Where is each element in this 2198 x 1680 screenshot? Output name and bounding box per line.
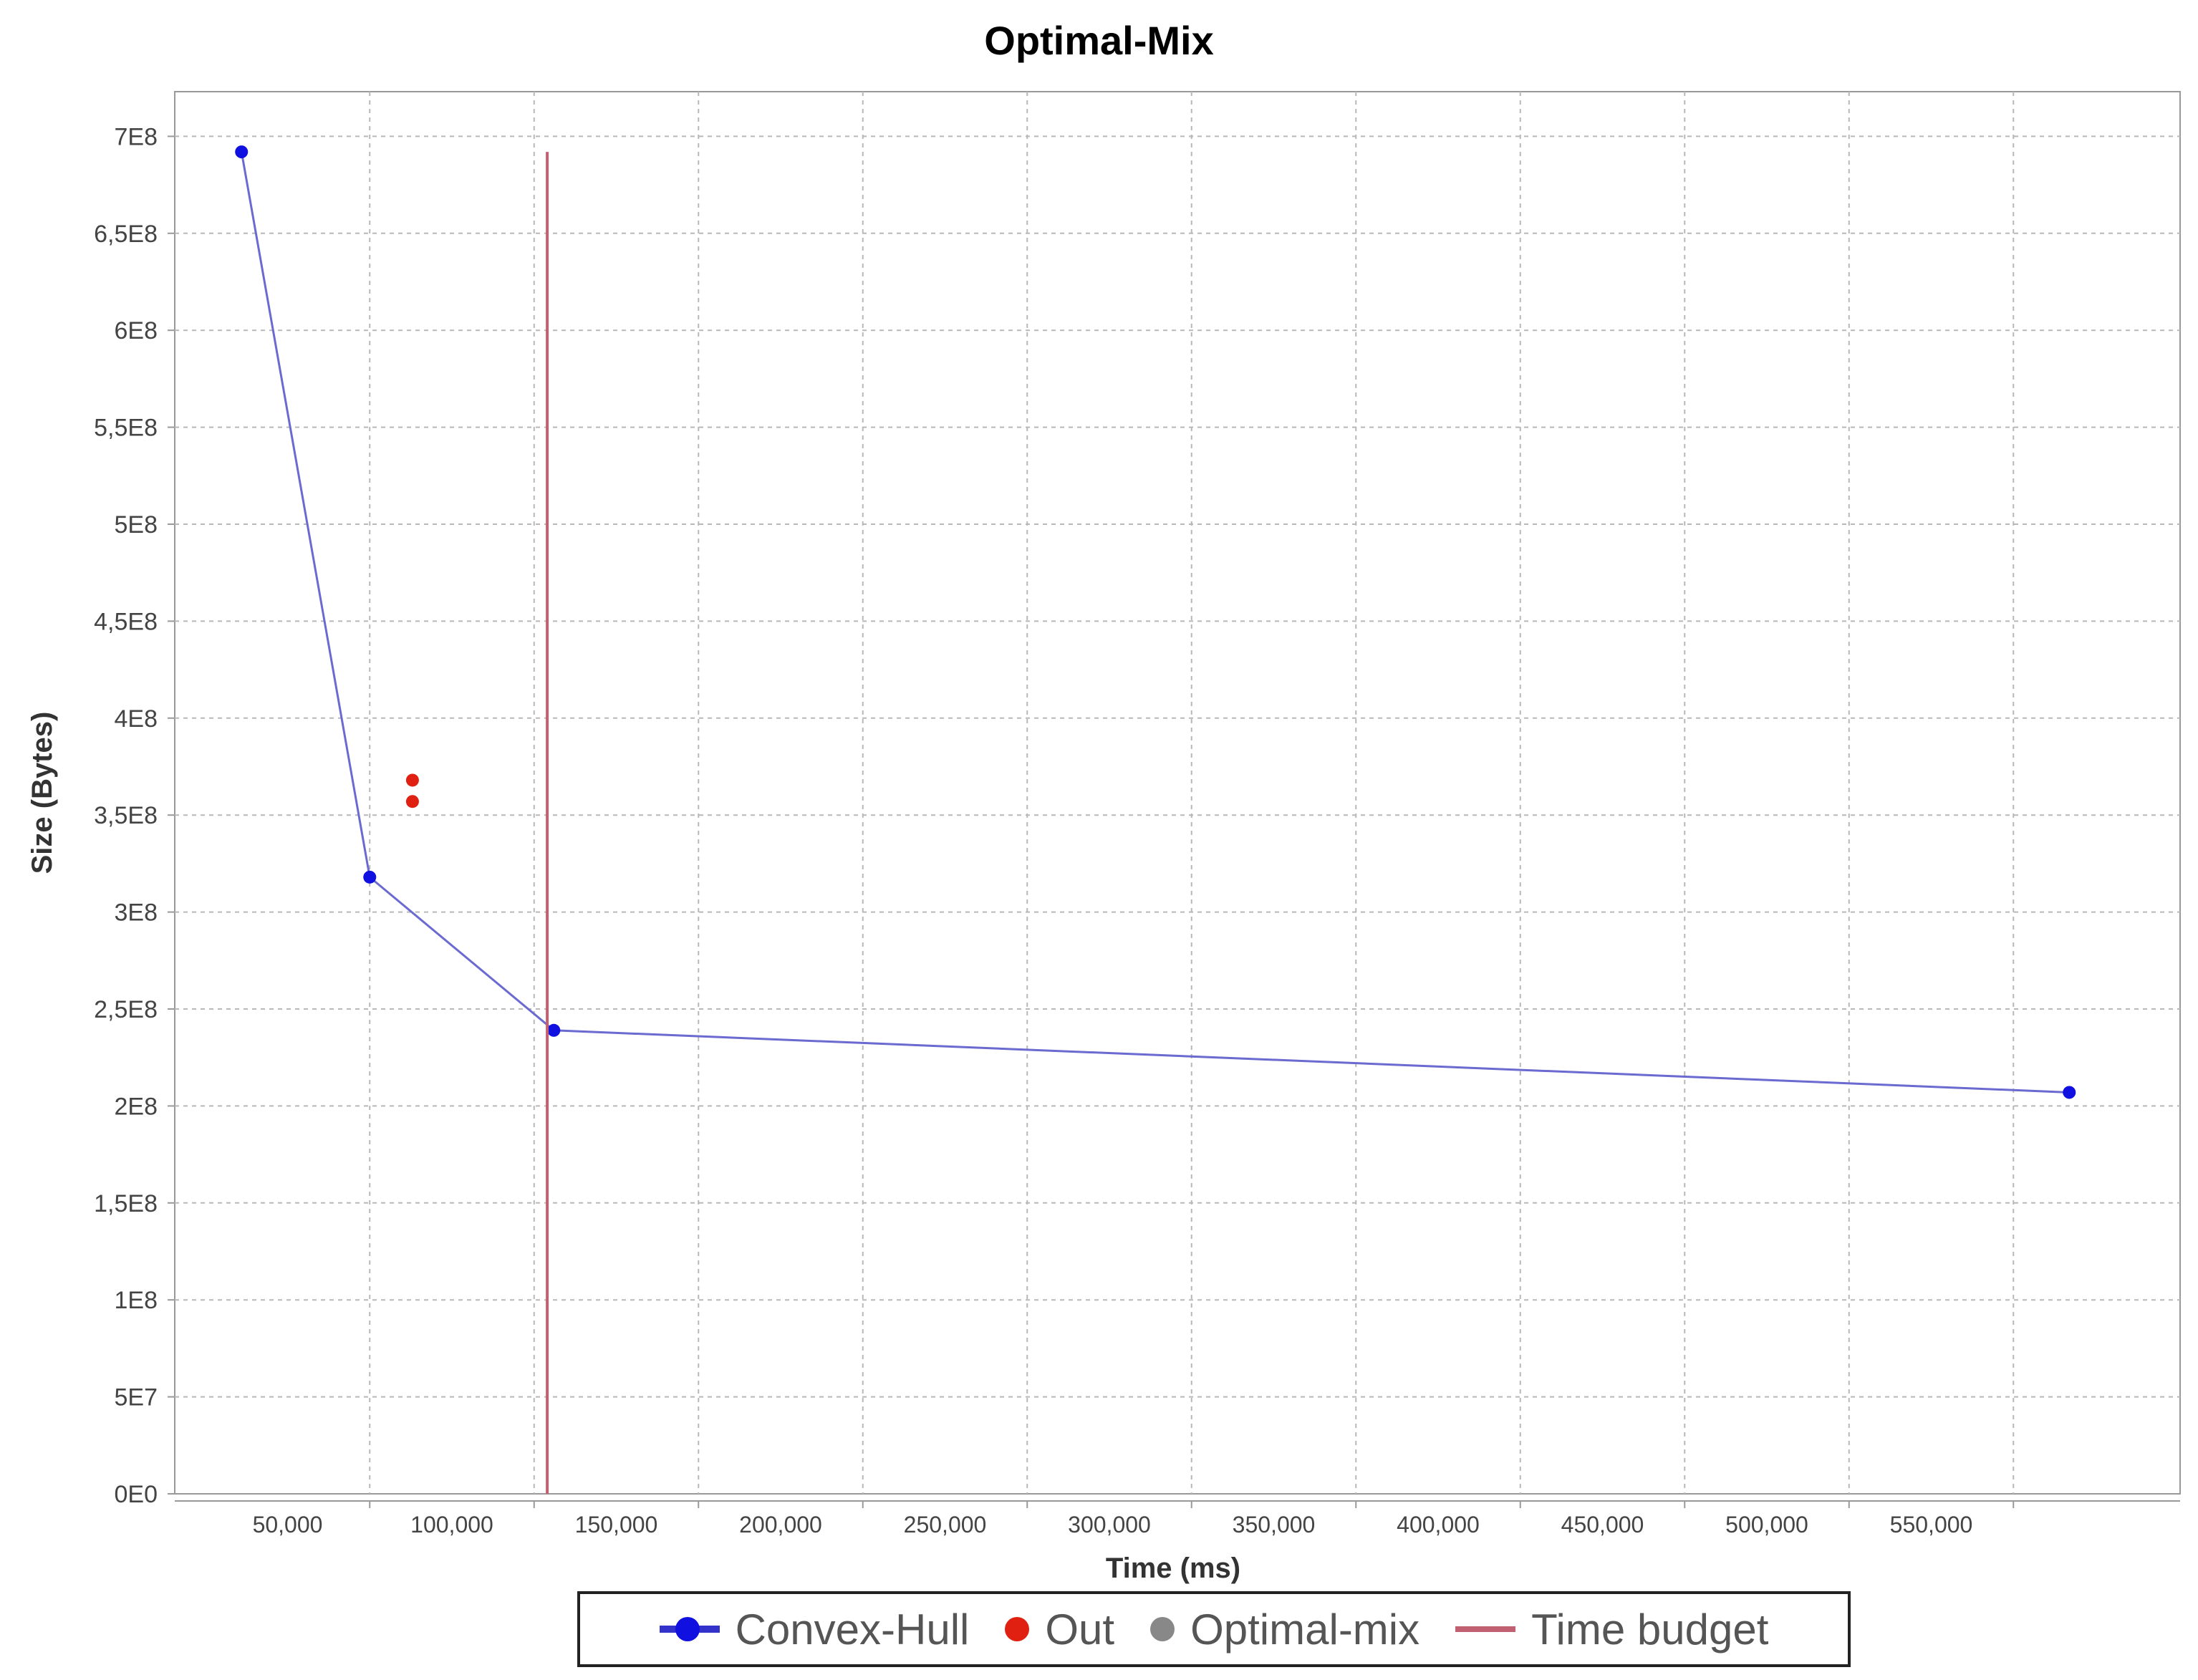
y-tick-label: 5,5E8 [94,415,158,442]
y-tick-label: 4,5E8 [94,608,158,635]
x-tick-label: 150,000 [575,1512,658,1537]
legend-label-time-budget: Time budget [1531,1605,1769,1654]
legend: Convex-Hull Out Optimal-mix Time budget [577,1591,1851,1667]
data-point-out [405,795,419,808]
data-point-convex-hull [547,1023,561,1037]
x-tick-label: 350,000 [1233,1512,1316,1537]
legend-item-time-budget: Time budget [1455,1605,1768,1654]
data-point-convex-hull [235,145,249,159]
x-tick-label: 250,000 [904,1512,987,1537]
y-tick-label: 4E8 [115,705,158,733]
legend-item-out: Out [1005,1605,1114,1654]
x-tick-label: 450,000 [1561,1512,1644,1537]
legend-swatch-time-budget [1455,1626,1516,1632]
plot-area-border [174,91,2181,1495]
data-point-out [405,773,419,787]
series-line-convex-hull [240,151,2070,1094]
x-tick-label: 300,000 [1068,1512,1151,1537]
legend-label-convex-hull: Convex-Hull [735,1605,970,1654]
y-tick-label: 5E7 [115,1384,158,1411]
data-point-convex-hull [363,870,377,884]
axes: 50,000 100,000 150,000 200,000 250,000 300,00… [94,123,2180,1537]
y-tick-label: 2,5E8 [94,996,158,1023]
x-tick-label: 500,000 [1725,1512,1808,1537]
y-tick-label: 1,5E8 [94,1190,158,1217]
legend-label-optimal-mix: Optimal-mix [1190,1605,1420,1654]
data-point-convex-hull [2063,1086,2076,1099]
y-tick-label: 6E8 [115,317,158,344]
y-tick-label: 5E8 [115,511,158,539]
x-tick-label: 200,000 [739,1512,822,1537]
grid-lines [175,92,2180,1494]
legend-item-convex-hull: Convex-Hull [659,1605,970,1654]
y-tick-label: 2E8 [115,1093,158,1120]
x-axis-label: Time (ms) [1106,1553,1240,1584]
legend-swatch-convex-hull [659,1617,720,1641]
y-tick-label: 3,5E8 [94,802,158,829]
legend-swatch-out [1005,1617,1030,1641]
series-layer [235,145,2076,1494]
legend-swatch-optimal-mix [1150,1617,1175,1641]
y-tick-label: 6,5E8 [94,221,158,248]
x-tick-label: 550,000 [1890,1512,1973,1537]
legend-label-out: Out [1045,1605,1115,1654]
y-tick-label: 7E8 [115,123,158,150]
y-tick-label: 3E8 [115,899,158,927]
x-tick-label: 100,000 [410,1512,493,1537]
y-tick-label: 0E0 [115,1481,158,1508]
legend-item-optimal-mix: Optimal-mix [1150,1605,1419,1654]
x-tick-label: 50,000 [253,1512,323,1537]
x-tick-label: 400,000 [1397,1512,1480,1537]
y-tick-label: 1E8 [115,1287,158,1314]
chart-title: Optimal-Mix [984,18,1214,63]
y-axis-label: Size (Bytes) [26,712,58,874]
